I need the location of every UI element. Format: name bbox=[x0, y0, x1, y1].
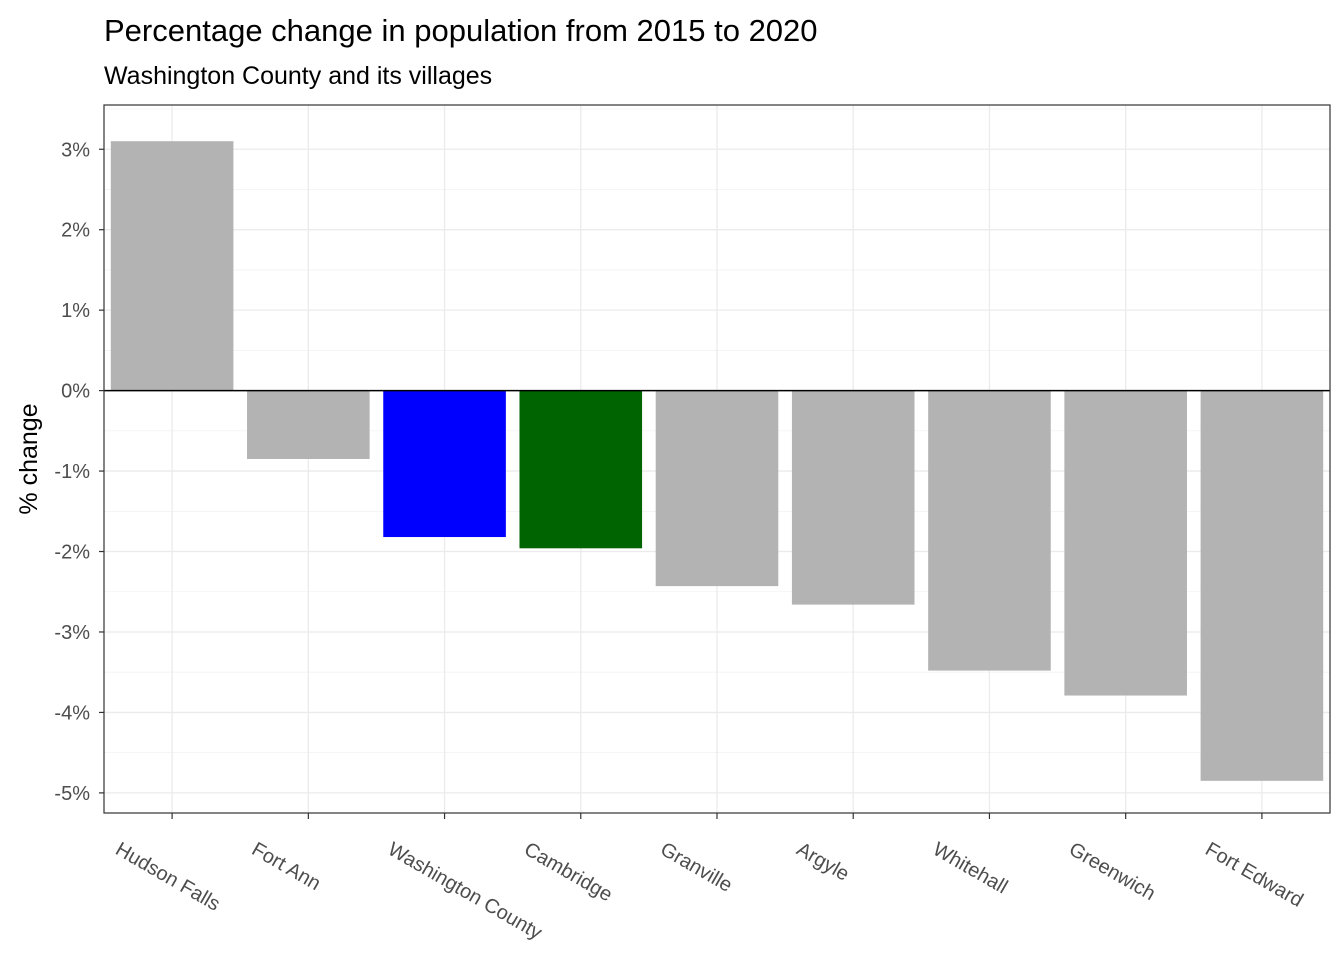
y-tick-label: 3% bbox=[61, 139, 90, 161]
x-tick-label: Granville bbox=[657, 838, 736, 897]
y-tick-label: -4% bbox=[54, 702, 90, 724]
bar bbox=[655, 390, 779, 587]
x-tick-label: Fort Ann bbox=[248, 838, 324, 895]
y-tick-label: 1% bbox=[61, 300, 90, 322]
x-axis: Hudson Falls Fort Ann Washington CountyCam… bbox=[112, 813, 1307, 944]
y-tick-label: -2% bbox=[54, 542, 90, 564]
x-tick-label: Greenwich bbox=[1065, 838, 1159, 905]
bar bbox=[928, 390, 1051, 671]
y-tick-label: -1% bbox=[54, 461, 90, 483]
y-tick-label: 0% bbox=[61, 381, 90, 403]
y-axis-title: % change bbox=[15, 403, 43, 514]
bar bbox=[1200, 390, 1324, 781]
bar bbox=[791, 390, 915, 605]
x-tick-label: Fort Edward bbox=[1201, 838, 1306, 912]
x-tick-label: Cambridge bbox=[520, 838, 616, 906]
bar bbox=[110, 141, 234, 391]
chart-subtitle: Washington County and its villages bbox=[104, 62, 492, 90]
chart-title: Percentage change in population from 201… bbox=[104, 13, 818, 48]
bar bbox=[519, 390, 643, 549]
y-tick-label: 2% bbox=[61, 220, 90, 242]
x-tick-label: Argyle bbox=[793, 838, 853, 885]
y-tick-label: -3% bbox=[54, 622, 90, 644]
bar bbox=[247, 390, 370, 459]
bar bbox=[1064, 390, 1187, 696]
y-axis: 3% 2% 1% 0% -1% -2% -3% -4% -5% bbox=[54, 139, 104, 805]
x-tick-label: Hudson Falls bbox=[112, 838, 224, 915]
bar bbox=[383, 390, 506, 538]
bars bbox=[110, 141, 1324, 781]
y-tick-label: -5% bbox=[54, 783, 90, 805]
x-tick-label: Whitehall bbox=[929, 838, 1011, 898]
